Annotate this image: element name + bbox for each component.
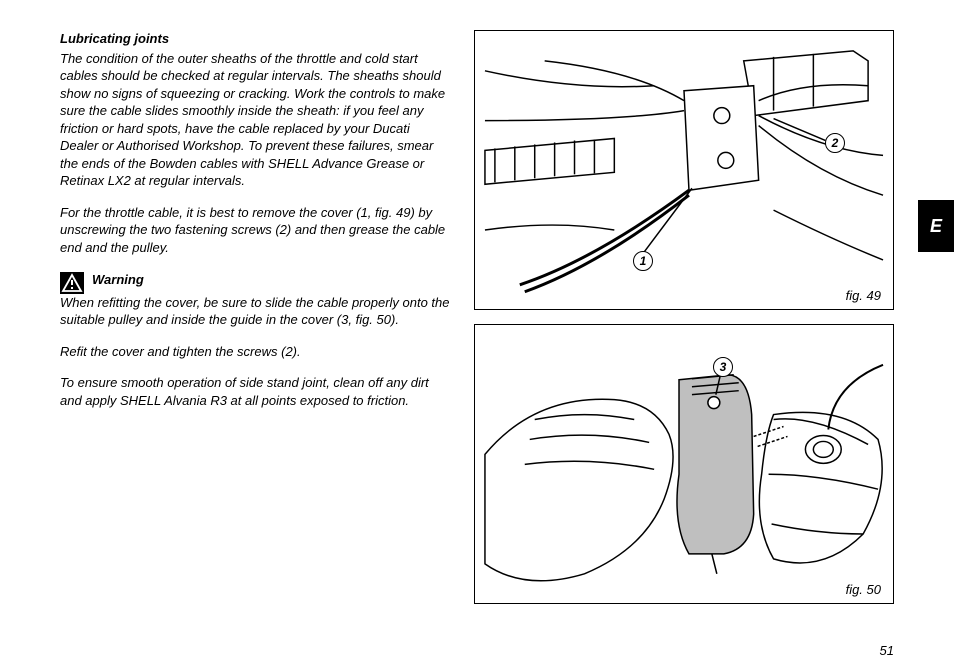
- figure-49-illustration: [475, 31, 893, 310]
- paragraph-4: To ensure smooth operation of side stand…: [60, 374, 450, 409]
- callout-2: 2: [825, 133, 845, 153]
- page-number: 51: [880, 643, 894, 658]
- text-column: Lubricating joints The condition of the …: [60, 30, 450, 630]
- section-title: Lubricating joints: [60, 30, 450, 48]
- paragraph-2: For the throttle cable, it is best to re…: [60, 204, 450, 257]
- callout-3: 3: [713, 357, 733, 377]
- paragraph-3: Refit the cover and tighten the screws (…: [60, 343, 450, 361]
- figure-column: 1 2 fig. 49: [474, 30, 894, 630]
- callout-1: 1: [633, 251, 653, 271]
- warning-icon: [60, 272, 84, 294]
- warning-heading: Warning: [92, 272, 144, 287]
- figure-49: 1 2 fig. 49: [474, 30, 894, 310]
- figure-49-caption: fig. 49: [844, 288, 883, 303]
- figure-50: 3 fig. 50: [474, 324, 894, 604]
- paragraph-1: The condition of the outer sheaths of th…: [60, 50, 450, 190]
- figure-50-illustration: [475, 325, 893, 604]
- section-tab-e: E: [918, 200, 954, 252]
- figure-50-caption: fig. 50: [844, 582, 883, 597]
- warning-block: Warning When refitting the cover, be sur…: [60, 271, 450, 329]
- warning-body: When refitting the cover, be sure to sli…: [60, 295, 450, 328]
